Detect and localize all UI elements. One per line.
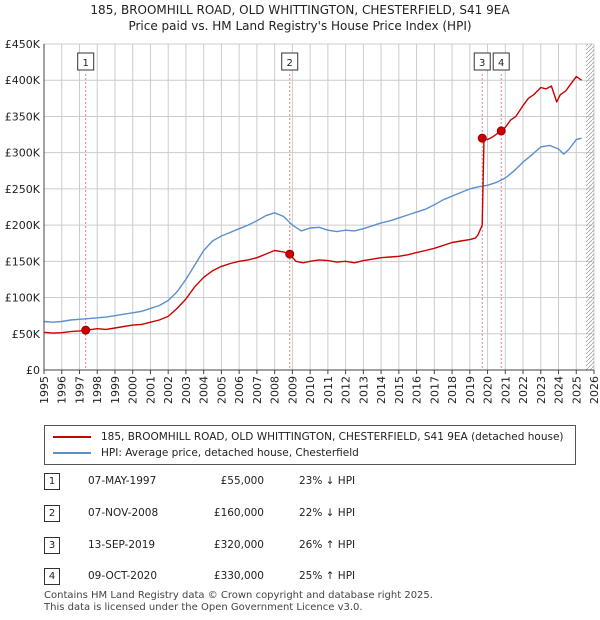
transaction-hpi-diff: 26% ↑ HPI	[299, 539, 356, 551]
x-tick-label: 2008	[269, 376, 282, 404]
hpi-line	[43, 137, 582, 323]
transaction-marker-label: 1	[83, 58, 89, 69]
x-tick-label: 2014	[375, 376, 388, 404]
y-tick-label: £450K	[5, 38, 41, 51]
x-tick-label: 2011	[322, 376, 335, 404]
transaction-point	[81, 325, 91, 335]
y-tick-label: £100K	[5, 292, 41, 305]
x-tick-label: 2020	[482, 376, 495, 404]
x-tick-label: 2003	[180, 376, 193, 404]
transaction-point	[285, 249, 295, 259]
x-tick-label: 2015	[393, 376, 406, 404]
x-tick-label: 1997	[73, 376, 86, 404]
transaction-badge: 4	[44, 568, 60, 585]
transaction-date: 07-NOV-2008	[88, 507, 159, 519]
x-tick-label: 1995	[38, 376, 51, 404]
x-tick-label: 2017	[428, 376, 441, 404]
chart-legend: 185, BROOMHILL ROAD, OLD WHITTINGTON, CH…	[44, 425, 576, 465]
table-row: 4 09-OCT-2020 £330,000 25% ↑ HPI	[44, 568, 404, 586]
x-tick-label: 2025	[570, 376, 583, 404]
x-tick-label: 2021	[499, 376, 512, 404]
x-tick-label: 2012	[340, 376, 353, 404]
chart-title-line2: Price paid vs. HM Land Registry's House …	[128, 19, 472, 33]
transaction-point	[477, 133, 487, 143]
x-tick-label: 2010	[304, 376, 317, 404]
footer-attribution: Contains HM Land Registry data © Crown c…	[44, 590, 433, 614]
transaction-date: 09-OCT-2020	[88, 570, 157, 582]
footer-line1: Contains HM Land Registry data © Crown c…	[44, 590, 433, 601]
x-tick-label: 2004	[198, 376, 211, 404]
transaction-point	[496, 126, 506, 136]
legend-item-property: 185, BROOMHILL ROAD, OLD WHITTINGTON, CH…	[53, 429, 564, 445]
transaction-marker-box	[77, 52, 95, 71]
y-tick-label: £250K	[5, 183, 41, 196]
legend-label-property: 185, BROOMHILL ROAD, OLD WHITTINGTON, CH…	[101, 431, 564, 443]
chart-title-line1: 185, BROOMHILL ROAD, OLD WHITTINGTON, CH…	[90, 3, 510, 17]
table-row: 1 07-MAY-1997 £55,000 23% ↓ HPI	[44, 473, 404, 491]
x-tick-label: 2006	[233, 376, 246, 404]
y-tick-label: £0	[26, 364, 40, 377]
x-tick-label: 2013	[357, 376, 370, 404]
x-tick-label: 2009	[286, 376, 299, 404]
x-tick-label: 2026	[588, 376, 600, 404]
plot-area	[44, 44, 594, 370]
transaction-marker-box	[492, 52, 510, 71]
property-price-line	[43, 75, 582, 334]
legend-swatch-hpi	[53, 452, 91, 454]
transaction-marker-label: 2	[287, 58, 293, 69]
transaction-date: 13-SEP-2019	[88, 539, 156, 551]
transaction-badge: 1	[44, 473, 60, 490]
transaction-badge: 2	[44, 505, 60, 522]
transaction-marker-box	[281, 52, 299, 71]
x-tick-label: 1999	[109, 376, 122, 404]
transaction-marker-box	[473, 52, 491, 71]
transaction-marker-label: 3	[479, 58, 485, 69]
transaction-price: £160,000	[213, 507, 264, 519]
legend-label-hpi: HPI: Average price, detached house, Ches…	[101, 447, 359, 459]
table-row: 3 13-SEP-2019 £320,000 26% ↑ HPI	[44, 537, 404, 555]
transaction-badge: 3	[44, 537, 60, 554]
price-chart: £0 £50K £100K £150K £200K £250K £300K £350K £400…	[5, 38, 600, 404]
y-tick-label: £400K	[5, 74, 41, 87]
x-tick-label: 2019	[464, 376, 477, 404]
x-tick-label: 2000	[127, 376, 140, 404]
x-tick-label: 2007	[251, 376, 264, 404]
transaction-hpi-diff: 25% ↑ HPI	[299, 570, 356, 582]
transaction-price: £55,000	[220, 475, 264, 487]
transaction-price: £320,000	[213, 539, 264, 551]
transaction-hpi-diff: 23% ↓ HPI	[299, 475, 356, 487]
x-tick-label: 2016	[411, 376, 424, 404]
y-tick-label: £300K	[5, 147, 41, 160]
y-tick-label: £200K	[5, 219, 41, 232]
transaction-price: £330,000	[213, 570, 264, 582]
legend-swatch-property	[53, 436, 91, 438]
x-tick-label: 1998	[91, 376, 104, 404]
x-tick-label: 2024	[553, 376, 566, 404]
future-hatch-region	[586, 44, 594, 370]
x-tick-label: 2023	[535, 376, 548, 404]
footer-line2: This data is licensed under the Open Gov…	[44, 602, 363, 613]
transaction-hpi-diff: 22% ↓ HPI	[299, 507, 356, 519]
x-tick-label: 1996	[56, 376, 69, 404]
y-tick-label: £150K	[5, 255, 41, 268]
x-tick-label: 2001	[144, 376, 157, 404]
transaction-date: 07-MAY-1997	[88, 475, 157, 487]
x-tick-label: 2002	[162, 376, 175, 404]
y-tick-label: £350K	[5, 110, 41, 123]
legend-item-hpi: HPI: Average price, detached house, Ches…	[53, 445, 359, 461]
table-row: 2 07-NOV-2008 £160,000 22% ↓ HPI	[44, 505, 404, 523]
x-tick-label: 2005	[215, 376, 228, 404]
y-tick-label: £50K	[12, 328, 41, 341]
x-tick-label: 2022	[517, 376, 530, 404]
x-tick-label: 2018	[446, 376, 459, 404]
transaction-marker-label: 4	[498, 58, 504, 69]
